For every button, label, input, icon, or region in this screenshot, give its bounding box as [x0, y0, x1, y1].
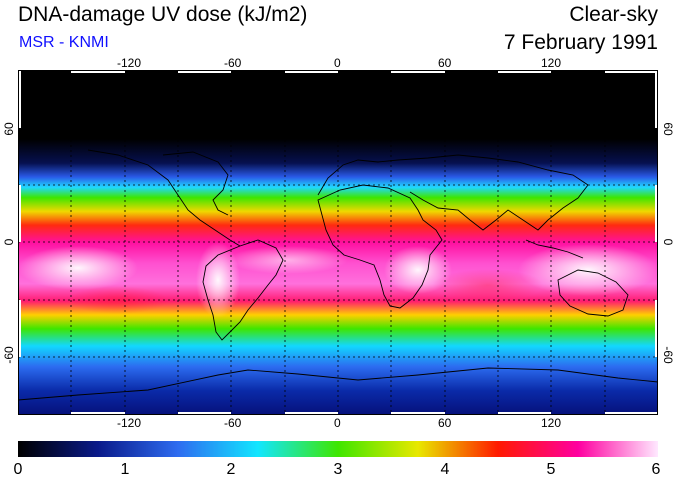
- right-lat-tick: 0: [661, 238, 675, 246]
- bottom-lon-tick: -60: [224, 416, 242, 430]
- top-lon-tick: 0: [334, 56, 341, 70]
- colorbar-label: 3: [333, 461, 343, 478]
- colorbar-label: 2: [226, 461, 236, 478]
- sky-condition-label: Clear-sky: [569, 3, 658, 26]
- uv-high-region: [196, 242, 240, 318]
- south-america-coast: [202, 239, 284, 341]
- colorbar-gradient: [18, 441, 658, 457]
- australia-coast: [557, 269, 629, 317]
- map-border: [18, 70, 658, 415]
- eurasia-coast: [317, 154, 589, 231]
- colorbar-label: 4: [440, 461, 450, 478]
- uv-cloud-region: [433, 269, 543, 301]
- frame-ticks: [18, 70, 658, 415]
- source-label: MSR - KNMI: [19, 34, 109, 51]
- right-lat-tick: -60: [661, 346, 675, 364]
- indonesia-coast: [525, 239, 584, 259]
- north-america-coast: [162, 151, 229, 216]
- left-lat-tick: 60: [2, 122, 16, 136]
- right-lat-tick: 60: [661, 122, 675, 136]
- antarctica-coast: [18, 367, 658, 401]
- left-lat-tick: 0: [2, 238, 16, 246]
- left-lat-tick: -60: [2, 346, 16, 364]
- africa-coast: [317, 184, 443, 309]
- graticule: [18, 70, 658, 415]
- colorbar-label: 0: [13, 461, 23, 478]
- map-title: DNA-damage UV dose (kJ/m2): [18, 3, 308, 26]
- bottom-lon-tick: -120: [117, 416, 142, 430]
- bottom-lon-tick: 120: [541, 416, 562, 430]
- top-lon-tick: -60: [224, 56, 242, 70]
- colorbar: [18, 441, 658, 457]
- top-lon-tick: -120: [117, 56, 142, 70]
- colorbar-label: 1: [120, 461, 130, 478]
- north-america-coast: [87, 149, 241, 247]
- colorbar-label: 6: [651, 461, 661, 478]
- bottom-lon-tick: 0: [334, 416, 341, 430]
- bottom-lon-tick: 60: [438, 416, 452, 430]
- top-lon-tick: 60: [438, 56, 452, 70]
- coastlines: [18, 149, 658, 401]
- top-lon-tick: 120: [541, 56, 562, 70]
- uv-field: [18, 70, 658, 415]
- colorbar-label: 5: [546, 461, 556, 478]
- uv-dose-world-map: [18, 70, 658, 415]
- uv-high-region: [518, 244, 658, 296]
- uv-high-region: [18, 246, 138, 290]
- date-label: 7 February 1991: [503, 31, 658, 54]
- uv-high-region: [228, 246, 348, 274]
